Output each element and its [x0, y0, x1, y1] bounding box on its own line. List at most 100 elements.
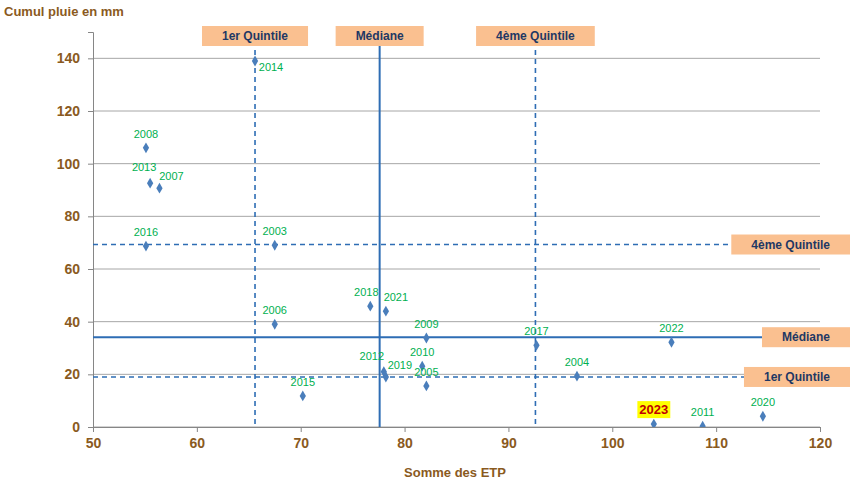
reference-line	[93, 244, 820, 246]
point-label: 2009	[414, 318, 438, 330]
point	[383, 372, 389, 383]
point	[300, 391, 306, 402]
tick: 100	[601, 427, 625, 451]
tick: 110	[705, 427, 728, 451]
x-axis-title: Somme des ETP	[404, 465, 506, 480]
tick: 120	[809, 427, 833, 451]
point	[423, 380, 429, 391]
reference-label: 4ème Quintile	[751, 238, 830, 252]
point-label: 2018	[354, 286, 378, 298]
point	[383, 306, 389, 317]
point	[533, 340, 539, 351]
point	[143, 241, 149, 252]
tick-label: 90	[501, 435, 517, 451]
tick-label: 20	[64, 366, 80, 382]
tick: 60	[64, 261, 93, 277]
tick-label: 140	[57, 50, 81, 66]
point	[147, 178, 153, 189]
y-axis: 0 20 40 60 80 100 120 140	[57, 33, 94, 435]
point-label: 2011	[691, 406, 715, 418]
axis-line	[94, 428, 821, 433]
tick: 80	[64, 208, 93, 224]
marks	[93, 32, 820, 427]
tick: 20	[64, 366, 93, 382]
tick-mark	[197, 427, 198, 432]
point-label: 2015	[291, 376, 315, 388]
grid-line	[93, 163, 820, 164]
reference-label-box	[476, 26, 595, 46]
point-label: 2021	[384, 291, 408, 303]
reference-labels: 1er Quintile Médiane 4ème Quintile 4ème Qui…	[202, 26, 850, 387]
point-label: 2016	[134, 226, 158, 238]
point	[668, 337, 674, 348]
point-label: 2005	[414, 366, 438, 378]
point	[423, 333, 429, 344]
reference-line	[254, 32, 256, 427]
reference-label-box	[202, 26, 308, 46]
plot: 50 60 70 80 90 100 110 120 0 20 40 60 80 100 120 140 201…	[57, 32, 833, 451]
point	[367, 301, 373, 312]
tick-mark	[88, 427, 93, 428]
tick-label: 100	[601, 435, 625, 451]
reference-label-box	[762, 327, 850, 347]
point-label: 2014	[259, 61, 283, 73]
point	[252, 56, 258, 67]
tick-mark	[301, 427, 302, 432]
point-label: 2013	[132, 161, 156, 173]
point-label: 2008	[134, 128, 158, 140]
tick-mark	[508, 427, 509, 432]
reference-label: Médiane	[782, 330, 830, 344]
x-axis: 50 60 70 80 90 100 110 120	[86, 427, 833, 451]
tick: 60	[190, 427, 206, 451]
tick-label: 0	[72, 419, 80, 435]
tick-mark	[88, 58, 93, 59]
point	[700, 421, 706, 427]
tick: 80	[397, 427, 413, 451]
point	[272, 240, 278, 251]
grid-line	[93, 111, 820, 112]
grid-line	[93, 58, 820, 59]
highlighted-point-label: 2023	[639, 402, 668, 417]
tick: 140	[57, 50, 93, 66]
reference-label-box	[744, 367, 850, 387]
tick: 50	[86, 427, 102, 451]
point-label: 2017	[524, 325, 548, 337]
point-label: 2012	[360, 350, 384, 362]
point-label: 2019	[388, 359, 412, 371]
reference-line	[379, 32, 381, 427]
reference-line	[535, 32, 537, 427]
point-label: 2003	[263, 225, 287, 237]
grid-line	[93, 374, 820, 375]
tick: 70	[293, 427, 309, 451]
tick-label: 120	[809, 435, 833, 451]
point-label: 2020	[751, 396, 775, 408]
point	[760, 411, 766, 422]
point-label: 2004	[565, 356, 589, 368]
tick-label: 100	[57, 156, 81, 172]
grid-line	[93, 321, 820, 322]
point-label: 2022	[659, 322, 683, 334]
tick: 120	[57, 103, 93, 119]
tick-label: 60	[190, 435, 206, 451]
tick-mark	[716, 427, 717, 432]
tick: 40	[64, 314, 93, 330]
reference-label: 1er Quintile	[222, 29, 288, 43]
axis-line	[88, 33, 94, 428]
reference-line	[93, 336, 820, 338]
grid-line	[93, 269, 820, 270]
reference-label: Médiane	[356, 29, 404, 43]
tick-label: 60	[64, 261, 80, 277]
point-label: 2010	[410, 346, 434, 358]
tick-label: 80	[64, 208, 80, 224]
y-axis-title: Cumul pluie en mm	[4, 4, 124, 19]
tick-mark	[88, 111, 93, 112]
tick-mark	[88, 164, 93, 165]
point	[156, 183, 162, 194]
reference-label-box	[336, 26, 424, 46]
reference-label: 4ème Quintile	[496, 29, 575, 43]
reference-label: 1er Quintile	[764, 370, 830, 384]
tick-mark	[88, 269, 93, 270]
tick: 90	[501, 427, 517, 451]
point-labels: 2014200820132007201620032006201520182021…	[132, 61, 775, 418]
tick-mark	[612, 427, 613, 432]
